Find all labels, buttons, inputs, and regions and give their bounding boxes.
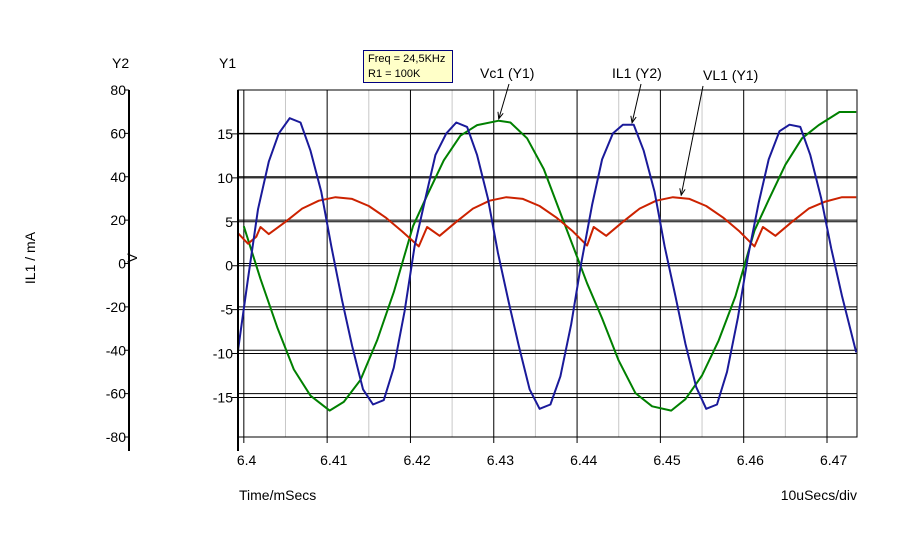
x-tick-label: 6.44 [570,452,597,468]
annotation-il1-arrowhead [630,115,637,124]
annotation-vc1-arrowhead [497,111,504,120]
y2-tick-label: 0 [118,256,126,272]
y2-tick-label: 40 [110,169,126,185]
y1-tick-label: -15 [213,389,233,405]
info-box: Freq = 24,5KHz R1 = 100K [363,50,453,83]
y2-tick-label: -40 [106,342,126,358]
y2-tick-label: -60 [106,386,126,402]
y2-axis-title: Y2 [112,55,129,71]
y2-tick-label: 60 [110,125,126,141]
annotation-vl1-arrowhead [679,188,686,197]
x-tick-label: 6.46 [737,452,764,468]
x-tick-label: 6.43 [487,452,514,468]
annotation-vl1-leader [680,85,704,196]
info-resistance: R1 = 100K [368,68,421,80]
annotation-il1-label: IL1 (Y2) [612,65,662,81]
annotation-il1-leader [631,83,642,123]
x-tick-label: 6.45 [653,452,680,468]
x-tick-label: 6.4 [237,452,257,468]
y2-tick-label: 20 [110,212,126,228]
y1-tick-label: 0 [225,258,233,274]
x-axis-label: Time/mSecs [239,487,316,503]
series-layer [237,111,858,412]
y2-tick-label: -20 [106,299,126,315]
y2-tick-label: 80 [110,82,126,98]
y1-tick-label: 15 [217,126,233,142]
annotations: Vc1 (Y1) IL1 (Y2) VL1 (Y1) [480,65,758,197]
series-il1-line [237,117,858,410]
series-vl1-line [237,196,857,248]
axes [128,90,239,451]
x-tick-label: 6.41 [320,452,347,468]
y1-tick-label: -5 [221,302,234,318]
y1-tick-label: 10 [217,170,233,186]
y1-tick-label: 5 [225,214,233,230]
tick-labels: 6.4 6.41 6.42 6.43 6.44 6.45 6.46 6.47 15 10 5 0 -5 -… [106,82,848,468]
annotation-vl1-label: VL1 (Y1) [703,67,758,83]
info-freq: Freq = 24,5KHz [368,53,446,65]
x-tick-label: 6.42 [403,452,430,468]
y1-tick-label: -10 [213,346,233,362]
annotation-vc1-leader [498,83,510,119]
series-vc1-line [242,111,857,412]
x-scale-label: 10uSecs/div [781,487,857,503]
y1-axis-title: Y1 [219,55,236,71]
annotation-vc1-label: Vc1 (Y1) [480,65,534,81]
y2-tick-label: -80 [106,429,126,445]
x-tick-label: 6.47 [820,452,847,468]
y2-axis-label: IL1 / mA [22,231,38,284]
y1-unit-label: V [124,253,140,263]
